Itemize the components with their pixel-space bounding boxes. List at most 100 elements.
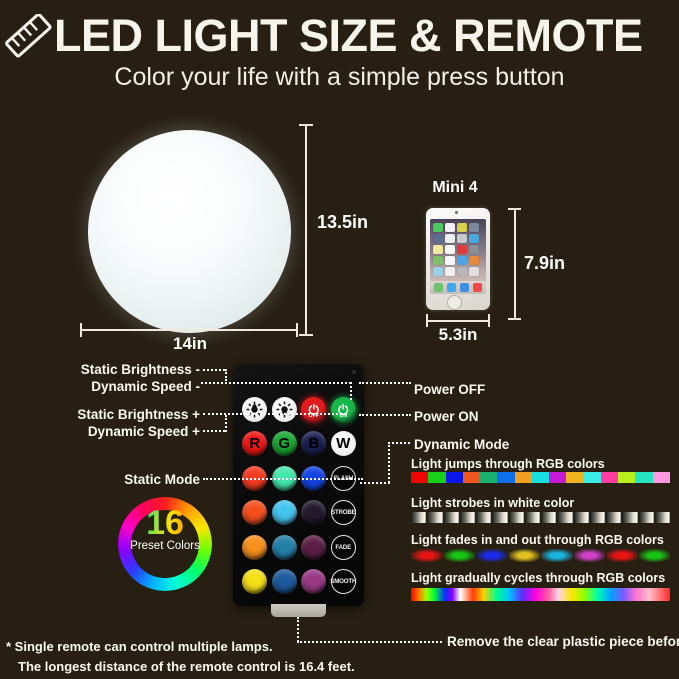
lamp-height-cap-top: [299, 124, 313, 126]
color-swatch-11-button[interactable]: [271, 569, 297, 595]
tablet-app-icon: [469, 234, 479, 243]
tablet-app-icon: [457, 223, 467, 232]
connector-power-on: [359, 414, 411, 416]
callout-dynamic-speed-minus: Dynamic Speed -: [91, 379, 200, 394]
color-swatch-9-button[interactable]: [301, 534, 327, 560]
color-white-button[interactable]: W: [330, 431, 356, 457]
preset-colors-label: Preset Colors: [130, 540, 200, 552]
mode-button-label: FADE: [335, 543, 352, 551]
jumps-color-segment: [462, 472, 481, 483]
strobe-segment: [411, 512, 427, 523]
tablet-app-icon: [457, 267, 467, 276]
mode-jumps-color-bar: [411, 472, 670, 483]
connector-remove-plastic-v: [297, 617, 299, 642]
fade-color-blob: [508, 549, 540, 562]
brightness-up-icon: [246, 401, 263, 418]
color-swatch-12-button[interactable]: [301, 569, 327, 595]
page-subtitle: Color your life with a simple press butt…: [114, 63, 565, 91]
strobe-segment: [638, 512, 654, 523]
lamp-height-cap-bottom: [299, 334, 313, 336]
callout-static-brightness-minus: Static Brightness -: [80, 362, 200, 377]
connector-speed-minus-v: [350, 382, 352, 400]
power-symbol-icon: ⏻: [338, 401, 349, 417]
callout-static-brightness-plus: Static Brightness +: [77, 407, 200, 422]
connector-brightness-minus: [203, 369, 225, 371]
color-swatch-10-button[interactable]: [242, 569, 268, 595]
connector-power-off: [359, 382, 411, 384]
tablet-name-label: Mini 4: [432, 179, 478, 196]
strobe-segment: [622, 512, 638, 523]
lamp-width-dimension-line: [80, 329, 298, 331]
color-blue-button[interactable]: B: [301, 431, 327, 457]
fade-color-blob: [606, 549, 638, 562]
callout-static-mode: Static Mode: [124, 472, 200, 487]
tablet-dock-icon: [473, 283, 482, 292]
ruler-icon: [5, 14, 52, 58]
tablet-app-icon: [445, 256, 455, 265]
color-swatch-8-button[interactable]: [271, 534, 297, 560]
tablet-app-icon: [457, 256, 467, 265]
lamp-width-cap-left: [80, 323, 82, 337]
color-swatch-6-button[interactable]: [301, 500, 327, 526]
jumps-color-segment: [566, 472, 584, 483]
fade-color-blob: [573, 549, 605, 562]
jumps-color-segment: [583, 472, 601, 483]
color-swatch-7-button[interactable]: [242, 534, 268, 560]
lamp-height-dimension-line: [305, 124, 307, 336]
callout-power-on: Power ON: [414, 409, 479, 424]
preset-colors-count: 16: [118, 506, 212, 540]
lamp-ball-image: [88, 130, 291, 333]
connector-speed-plus: [203, 430, 225, 432]
tablet-height-cap-top: [508, 208, 521, 210]
connector-brightness-plus: [203, 413, 346, 415]
tablet-app-icon: [433, 267, 443, 276]
tablet-width-label: 5.3in: [438, 325, 478, 344]
jumps-color-segment: [635, 472, 653, 483]
fade-color-blob: [476, 549, 508, 562]
preset-colors-ring: [118, 497, 212, 591]
power-on-button[interactable]: ⏻ ON: [330, 396, 356, 422]
tablet-app-icon: [445, 223, 455, 232]
tablet-app-icon: [445, 245, 455, 254]
strobe-segment: [443, 512, 459, 523]
mode-smooth-button[interactable]: SMOOTH: [330, 569, 356, 595]
connector-remove-plastic-h: [297, 641, 442, 643]
tablet-app-icon: [433, 256, 443, 265]
connector-dynamic-mode-v: [388, 442, 390, 483]
connector-static-mode: [203, 478, 363, 480]
tablet-height-dimension-line: [514, 208, 516, 320]
mode-fade-color-bar: [411, 549, 670, 562]
tablet-app-icon: [445, 267, 455, 276]
strobe-segment: [557, 512, 573, 523]
callout-remove-plastic: Remove the clear plastic piece before us…: [447, 634, 679, 649]
color-swatch-5-button[interactable]: [271, 500, 297, 526]
mode-strobe-button[interactable]: STROBE: [330, 500, 356, 526]
brightness-up-button[interactable]: [242, 396, 268, 422]
brightness-down-button[interactable]: [271, 396, 297, 422]
jumps-color-segment: [531, 472, 550, 483]
strobe-segment: [654, 512, 670, 523]
power-off-button[interactable]: ⏻ OFF: [301, 396, 327, 422]
callout-dynamic-speed-plus: Dynamic Speed +: [87, 424, 200, 439]
color-swatch-4-button[interactable]: [242, 500, 268, 526]
power-button-label: ON: [339, 412, 348, 419]
tablet-dock: [430, 281, 486, 294]
color-red-button[interactable]: R: [242, 431, 268, 457]
mode-smooth-label: Light gradually cycles through RGB color…: [411, 571, 666, 585]
tablet-app-icon: [469, 245, 479, 254]
connector-brightness-minus-v: [225, 369, 227, 381]
tablet-width-cap-left: [426, 314, 428, 327]
mode-fade-button[interactable]: FADE: [330, 534, 356, 560]
lamp-height-label: 13.5in: [317, 212, 369, 232]
tablet-camera-icon: [455, 211, 458, 214]
tablet-dock-icon: [434, 283, 443, 292]
button-letter-label: R: [249, 435, 261, 453]
footer-line-2: The longest distance of the remote contr…: [18, 659, 355, 674]
color-green-button[interactable]: G: [271, 431, 297, 457]
fade-color-blob: [638, 549, 670, 562]
tablet-home-button: [447, 295, 462, 310]
header-band: LED LIGHT SIZE & REMOTE: [0, 0, 679, 62]
tablet-app-icon: [469, 223, 479, 232]
button-letter-label: G: [278, 435, 291, 453]
